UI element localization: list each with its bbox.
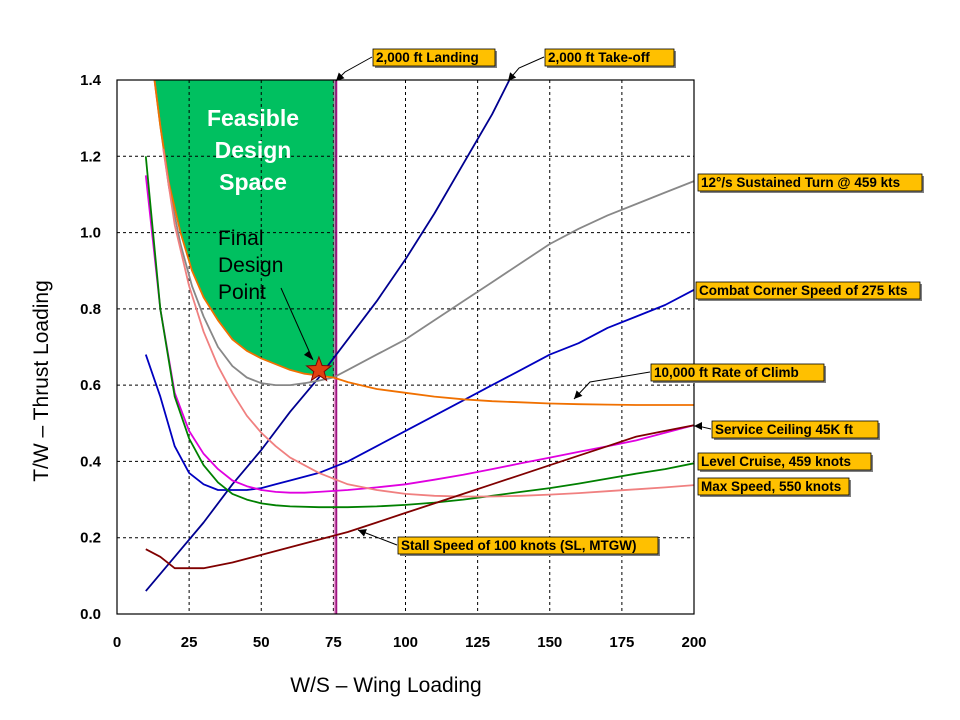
callout-2-000-ft-take-off-arrowhead: [508, 72, 517, 81]
callout-combat-corner-speed-of-275-kts-box: [695, 281, 921, 300]
y-tick-label-0-6: 0.6: [80, 377, 101, 394]
x-tick-label-125: 125: [465, 634, 490, 651]
callout-level-cruise-459-knots: Level Cruise, 459 knots: [697, 452, 873, 472]
x-tick-label-175: 175: [609, 634, 634, 651]
y-tick-label-0-2: 0.2: [80, 530, 101, 547]
y-tick-label-0: 0.0: [80, 606, 101, 623]
design-point-star: [305, 355, 333, 382]
series-10-000-ft-rate-of-climb: [153, 80, 694, 406]
tick-label-layer: 0 25 50 75 100 125 150 175 200 0.0 0.2 0.4 0.6 0.8 1.0…: [80, 72, 706, 651]
series-combat-corner-speed-of-275-kts: [144, 289, 694, 491]
design-point-label-line-1: Final: [218, 227, 264, 250]
callout-2-000-ft-landing-box: [372, 48, 496, 67]
callout-service-ceiling-45k-ft: Service Ceiling 45K ft: [694, 420, 880, 440]
series-max-speed-550-knots: [162, 148, 694, 498]
design-point-label-line-2: Design: [218, 254, 283, 277]
design-point-leader: [280, 287, 314, 361]
callout-service-ceiling-45k-ft-text: Service Ceiling 45K ft: [715, 422, 854, 437]
callout-2-000-ft-take-off: 2,000 ft Take-off: [507, 48, 676, 82]
plot-frame: [116, 79, 695, 615]
callout-10-000-ft-rate-of-climb-box: [650, 363, 825, 382]
x-tick-label-100: 100: [393, 634, 418, 651]
x-tick-label-150: 150: [537, 634, 562, 651]
callout-12-s-sustained-turn-459-kts: 12°/s Sustained Turn @ 459 kts: [697, 173, 924, 193]
y-tick-label-0-4: 0.4: [80, 453, 102, 470]
design-point-label-line-3: Point: [218, 281, 266, 304]
series-2-000-ft-take-off: [145, 80, 511, 592]
callout-layer: 2,000 ft Landing 2,000 ft Take-off 12°/s S…: [335, 48, 924, 556]
region-label-line-2: Design: [215, 137, 292, 163]
callout-stall-speed-of-100-knots-sl-mtgw-arrowhead: [358, 529, 367, 537]
y-tick-label-0-8: 0.8: [80, 301, 101, 318]
callout-2-000-ft-landing-text: 2,000 ft Landing: [376, 50, 479, 65]
region-label-line-1: Feasible: [207, 105, 299, 131]
series-level-cruise-459-knots: [144, 156, 694, 509]
callout-max-speed-550-knots: Max Speed, 550 knots: [697, 477, 851, 497]
design-point-arrowhead: [303, 350, 313, 360]
callout-2-000-ft-landing-arrowhead: [336, 72, 345, 81]
callout-max-speed-550-knots-box: [697, 477, 850, 496]
y-tick-label-1-2: 1.2: [80, 148, 101, 165]
x-tick-label-75: 75: [325, 634, 342, 651]
callout-12-s-sustained-turn-459-kts-text: 12°/s Sustained Turn @ 459 kts: [701, 175, 900, 190]
frame-layer: [116, 79, 695, 615]
x-tick-label-200: 200: [681, 634, 706, 651]
callout-combat-corner-speed-of-275-kts: Combat Corner Speed of 275 kts: [695, 281, 922, 301]
series-service-ceiling-45k-ft: [144, 175, 694, 494]
callout-2-000-ft-landing: 2,000 ft Landing: [335, 48, 497, 82]
callout-level-cruise-459-knots-text: Level Cruise, 459 knots: [701, 454, 851, 469]
callout-10-000-ft-rate-of-climb-text: 10,000 ft Rate of Climb: [654, 365, 799, 380]
callout-stall-speed-of-100-knots-sl-mtgw: Stall Speed of 100 knots (SL, MTGW): [357, 529, 660, 556]
callout-service-ceiling-45k-ft-box: [711, 420, 879, 439]
callout-10-000-ft-rate-of-climb-arrowhead: [574, 390, 583, 399]
callout-10-000-ft-rate-of-climb: 10,000 ft Rate of Climb: [573, 363, 826, 400]
callout-combat-corner-speed-of-275-kts-text: Combat Corner Speed of 275 kts: [699, 283, 908, 298]
x-axis-title: W/S – Wing Loading: [290, 674, 481, 697]
grid-layer: [117, 80, 694, 614]
callout-service-ceiling-45k-ft-arrowhead: [694, 422, 702, 430]
feasible-design-region: [154, 80, 337, 379]
callout-2-000-ft-take-off-text: 2,000 ft Take-off: [548, 50, 650, 65]
x-tick-label-25: 25: [181, 634, 198, 651]
region-label-line-3: Space: [219, 169, 287, 195]
feasible-region-layer: [154, 80, 337, 379]
series-layer: [144, 80, 694, 614]
callout-stall-speed-of-100-knots-sl-mtgw-text: Stall Speed of 100 knots (SL, MTGW): [401, 538, 637, 553]
callout-max-speed-550-knots-text: Max Speed, 550 knots: [701, 479, 841, 494]
y-tick-label-1: 1.0: [80, 225, 101, 242]
x-tick-label-50: 50: [253, 634, 270, 651]
callout-12-s-sustained-turn-459-kts-box: [697, 173, 923, 192]
callout-stall-speed-of-100-knots-sl-mtgw-box: [397, 536, 659, 555]
series-stall-speed-of-100-knots-sl-mtgw: [145, 424, 694, 570]
callout-2-000-ft-take-off-box: [544, 48, 675, 67]
y-tick-label-1-4: 1.4: [80, 72, 102, 89]
callout-level-cruise-459-knots-box: [697, 452, 872, 471]
annotation-layer: Feasible Design Space Final Design Point: [207, 105, 333, 382]
y-axis-title: T/W – Thrust Loading: [30, 280, 53, 482]
x-tick-label-0: 0: [113, 634, 121, 651]
